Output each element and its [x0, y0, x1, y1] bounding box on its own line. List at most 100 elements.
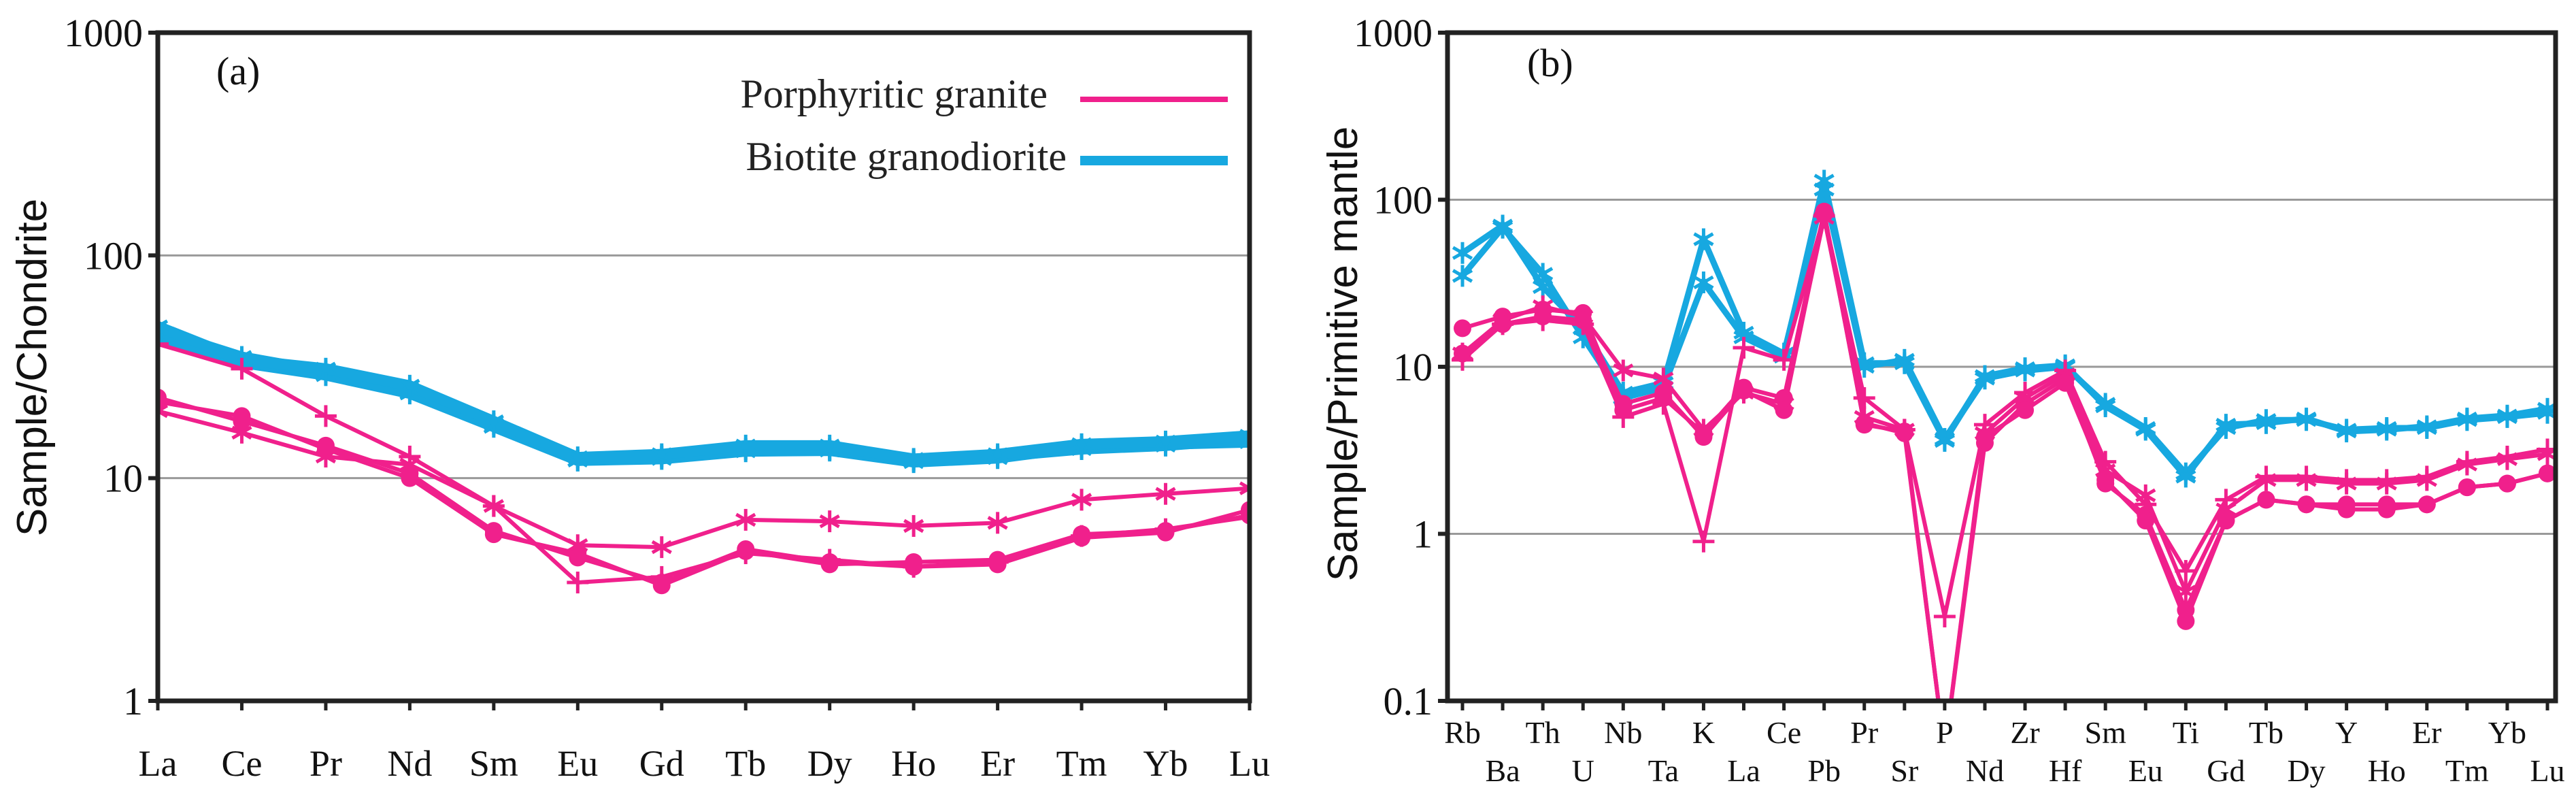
data-point [988, 555, 1007, 574]
x-tick-label-sm: Sm [469, 743, 518, 784]
y-tick-label: 10 [103, 457, 143, 501]
data-point [2496, 404, 2518, 427]
x-tick-label-eu: Eu [2128, 753, 2163, 788]
x-tick-label-tm: Tm [1056, 743, 1107, 784]
data-point [2456, 408, 2477, 430]
series-biotite-1 [1452, 178, 2556, 484]
data-point [2217, 512, 2235, 530]
data-point [1654, 384, 1673, 402]
data-point [2297, 495, 2315, 514]
data-point [401, 464, 419, 482]
data-point [1735, 382, 1753, 400]
x-tick-label-p: P [1936, 715, 1954, 750]
data-point [484, 522, 503, 540]
series-line [1460, 178, 2548, 480]
data-point [2416, 415, 2437, 438]
x-tick-label-u: U [1572, 753, 1594, 788]
data-point [2296, 408, 2317, 430]
data-point [2135, 418, 2156, 441]
data-point [905, 557, 923, 576]
data-point [2498, 474, 2516, 493]
data-point [2256, 469, 2277, 491]
data-point [1975, 428, 1994, 446]
x-tick-label-la: La [1727, 753, 1760, 788]
data-point [1155, 430, 1176, 453]
series-porphyritic-5 [1452, 206, 2556, 701]
series-line [158, 399, 1250, 588]
data-point [1073, 529, 1091, 547]
x-tick-label-eu: Eu [557, 743, 598, 784]
data-point [1895, 424, 1913, 442]
data-point [1692, 530, 1715, 553]
data-point [1853, 387, 1875, 409]
data-point [735, 434, 756, 457]
data-point [2175, 580, 2196, 603]
panel-a-ylabel: Sample/Chondrite [9, 199, 56, 536]
data-point [651, 536, 672, 559]
data-point [1452, 242, 1473, 264]
data-point [1693, 228, 1714, 250]
legend-label-biotite: Biotite granodiorite [746, 134, 1067, 179]
y-tick-label: 10 [1393, 345, 1433, 389]
x-tick-label-ce: Ce [1767, 715, 1801, 750]
data-point [1534, 308, 1552, 326]
data-point [2337, 500, 2356, 519]
x-tick-label-yb: Yb [1143, 743, 1188, 784]
data-point [233, 412, 251, 431]
data-point [158, 333, 169, 355]
x-tick-label-k: K [1692, 715, 1715, 750]
data-point [819, 510, 840, 533]
panel-a-tag: (a) [216, 49, 260, 93]
y-tick-label: 100 [1373, 178, 1433, 223]
x-tick-label-hf: Hf [2049, 753, 2082, 788]
data-point [2096, 471, 2115, 489]
x-tick-label-ho: Ho [891, 743, 936, 784]
y-tick-label: 1 [123, 679, 143, 723]
data-point [1813, 169, 1835, 192]
data-point [820, 553, 839, 571]
data-point [1239, 477, 1250, 499]
data-point [2496, 448, 2518, 470]
data-point [2418, 495, 2436, 514]
data-point [314, 405, 337, 427]
data-point [1974, 365, 1996, 387]
data-point [2416, 469, 2437, 491]
x-tick-label-lu: Lu [2530, 753, 2564, 788]
series-line [158, 321, 1250, 465]
data-point [2377, 500, 2396, 519]
data-point [2016, 401, 2035, 419]
data-point [231, 357, 253, 380]
data-point [1494, 315, 1512, 333]
legend: Porphyritic granite Biotite granodiorite [740, 71, 1228, 179]
x-tick-label-gd: Gd [2207, 753, 2245, 788]
data-point [819, 434, 840, 457]
panel-b-tag: (b) [1527, 41, 1573, 85]
data-point [1492, 216, 1513, 239]
x-tick-label-dy: Dy [2287, 753, 2325, 788]
data-point [987, 443, 1008, 465]
x-tick-label-pb: Pb [1807, 753, 1841, 788]
x-tick-label-ba: Ba [1486, 753, 1520, 788]
data-point [2256, 412, 2277, 434]
series-biotite-3 [158, 315, 1250, 470]
series-porphyritic-4 [1454, 202, 2556, 701]
y-tick-label: 1000 [64, 11, 143, 55]
data-point [652, 574, 671, 592]
data-point [1614, 395, 1633, 413]
data-point [1574, 311, 1592, 329]
x-tick-label-tb: Tb [2249, 715, 2284, 750]
x-tick-label-sr: Sr [1890, 753, 1918, 788]
data-point [2135, 484, 2156, 506]
x-tick-label-ce: Ce [221, 743, 262, 784]
data-point [2336, 472, 2357, 495]
data-point [1775, 401, 1793, 419]
data-point [1454, 319, 1471, 338]
data-point [2376, 418, 2397, 441]
series-porphyritic-6 [1454, 205, 2556, 701]
data-point [2257, 491, 2275, 509]
series-porphyritic-6 [158, 400, 1250, 559]
data-point [737, 540, 755, 559]
